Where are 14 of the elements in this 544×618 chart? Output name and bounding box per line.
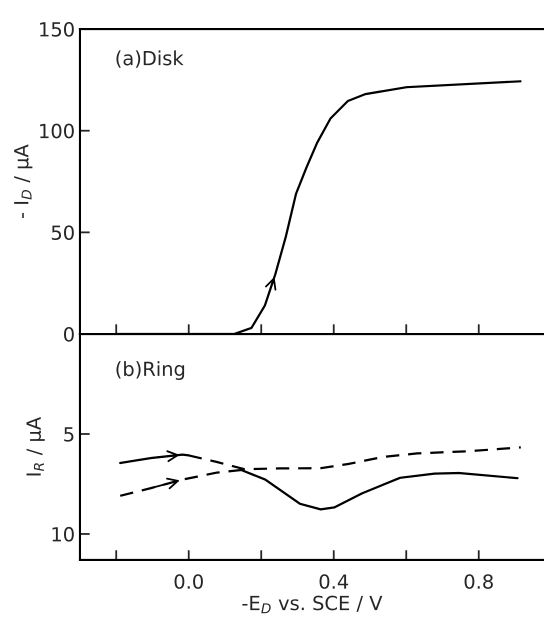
x-tick-label: 0.8 (464, 574, 493, 589)
y-tick-label: 50 (52, 225, 74, 240)
text: (a)Disk (116, 50, 184, 68)
y-tick-label: 0 (64, 326, 74, 342)
y-tick-label: 100 (40, 124, 74, 138)
x-axis-title: -E$_{D}$ vs. SCE / V (242, 596, 382, 614)
y-axis-title: I$_{R}$ / μA (26, 417, 45, 476)
y-tick-label: 10 (52, 526, 74, 542)
x-tick-label: 0.0 (174, 574, 203, 589)
y-tick-label: 150 (40, 22, 74, 37)
y-axis-title: - I$_{D}$ / μA (14, 144, 32, 218)
x-tick-label: 0.4 (320, 574, 348, 589)
text: (b)Ring (116, 361, 184, 380)
y-tick-label: 5 (64, 427, 74, 442)
